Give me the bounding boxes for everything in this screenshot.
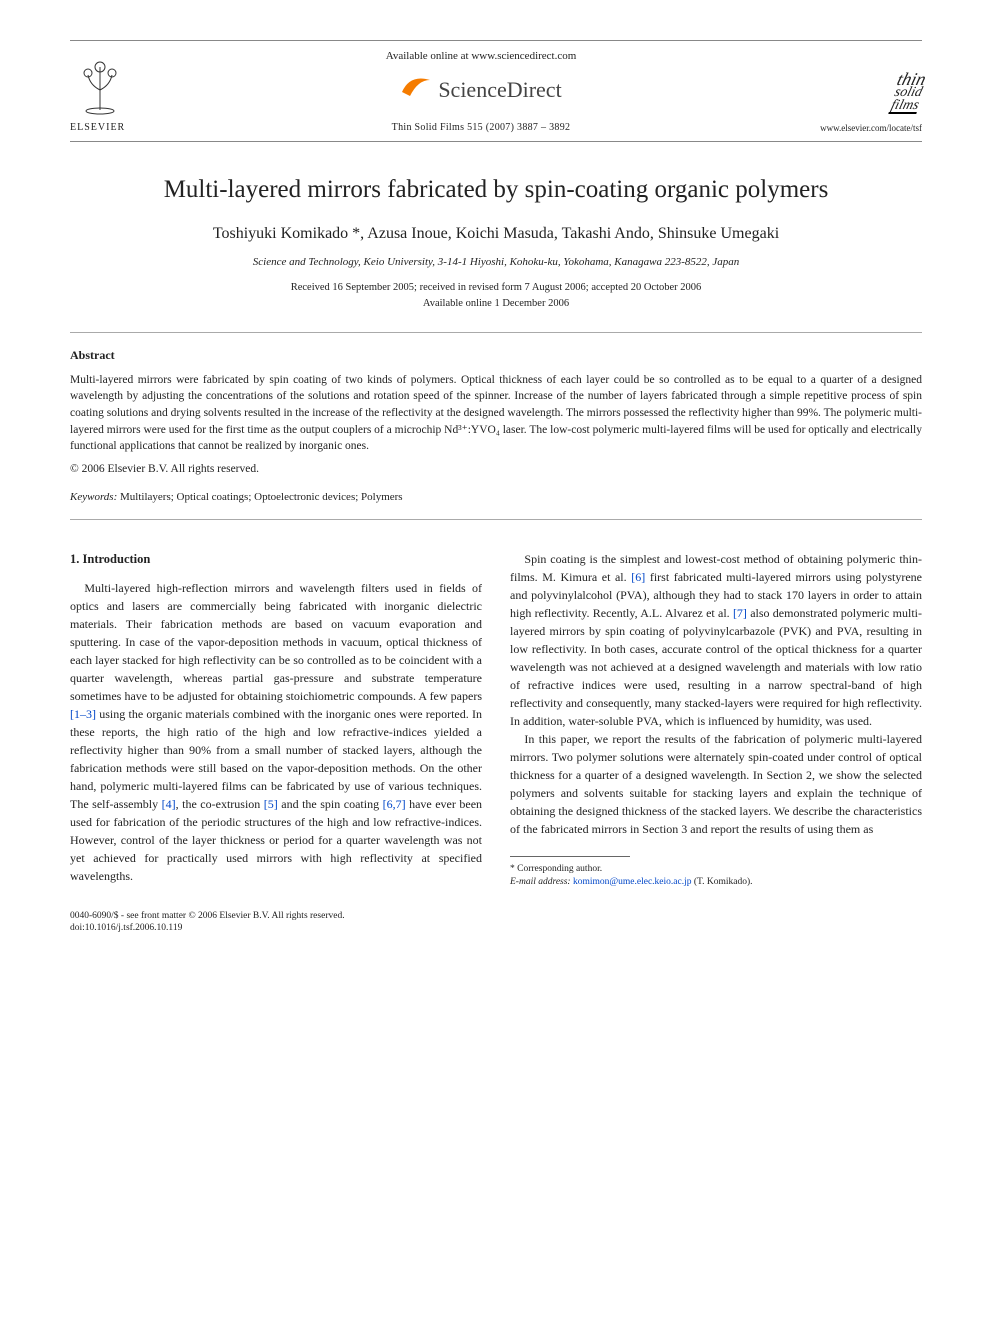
journal-logo-block: thin solid films www.elsevier.com/locate… — [802, 71, 922, 135]
keywords-list: Multilayers; Optical coatings; Optoelect… — [120, 491, 403, 503]
ref-link-4[interactable]: [4] — [162, 797, 176, 811]
abstract-copyright: © 2006 Elsevier B.V. All rights reserved… — [70, 461, 922, 478]
keywords-line: Keywords: Multilayers; Optical coatings;… — [70, 490, 922, 505]
header-center: Available online at www.sciencedirect.co… — [160, 49, 802, 135]
affiliation: Science and Technology, Keio University,… — [70, 255, 922, 270]
publisher-logo-block: ELSEVIER — [70, 55, 160, 135]
abstract-block: Multi-layered mirrors were fabricated by… — [70, 372, 922, 478]
footnote-separator — [510, 856, 630, 857]
email-label: E-mail address: — [510, 877, 571, 887]
p1b: using the organic materials combined wit… — [70, 707, 482, 811]
history-dates-1: Received 16 September 2005; received in … — [70, 281, 922, 296]
page-footer: 0040-6090/$ - see front matter © 2006 El… — [70, 910, 922, 935]
footnote-email-line: E-mail address: komimon@ume.elec.keio.ac… — [510, 876, 922, 889]
article-title: Multi-layered mirrors fabricated by spin… — [70, 172, 922, 207]
abstract-heading: Abstract — [70, 347, 922, 364]
elsevier-tree-icon — [70, 55, 160, 121]
p1d: and the spin coating — [278, 797, 383, 811]
ref-link-1-3[interactable]: [1–3] — [70, 707, 96, 721]
keywords-label: Keywords: — [70, 491, 117, 503]
ref-link-5[interactable]: [5] — [264, 797, 278, 811]
section-1-heading: 1. Introduction — [70, 550, 482, 569]
journal-citation: Thin Solid Films 515 (2007) 3887 – 3892 — [160, 121, 802, 135]
article-body: 1. Introduction Multi-layered high-refle… — [70, 550, 922, 890]
elsevier-label: ELSEVIER — [70, 121, 160, 135]
available-online-text: Available online at www.sciencedirect.co… — [160, 49, 802, 64]
authors-list: Toshiyuki Komikado *, Azusa Inoue, Koich… — [70, 223, 922, 245]
intro-para-3: In this paper, we report the results of … — [510, 730, 922, 838]
history-dates-2: Available online 1 December 2006 — [70, 297, 922, 312]
journal-url: www.elsevier.com/locate/tsf — [802, 122, 922, 135]
intro-para-2: Spin coating is the simplest and lowest-… — [510, 550, 922, 730]
p2c: also demonstrated polymeric multi-layere… — [510, 606, 922, 728]
ref-link-7[interactable]: [7] — [733, 606, 747, 620]
ref-link-6[interactable]: [6] — [631, 570, 645, 584]
p1c: , the co-extrusion — [176, 797, 264, 811]
p1a: Multi-layered high-reflection mirrors an… — [70, 581, 482, 703]
corresponding-author-footnote: * Corresponding author. E-mail address: … — [510, 863, 922, 890]
intro-para-1: Multi-layered high-reflection mirrors an… — [70, 579, 482, 885]
sd-swoosh-icon — [400, 70, 434, 110]
sciencedirect-logo: ScienceDirect — [400, 70, 561, 110]
p1cont: ever, control of the layer thickness or … — [70, 833, 482, 883]
abstract-text: Multi-layered mirrors were fabricated by… — [70, 372, 922, 455]
email-attribution: (T. Komikado). — [694, 877, 753, 887]
doi-line: doi:10.1016/j.tsf.2006.10.119 — [70, 922, 922, 934]
ref-link-6-7[interactable]: [6,7] — [383, 797, 406, 811]
footnote-marker: * Corresponding author. — [510, 863, 922, 876]
front-matter-line: 0040-6090/$ - see front matter © 2006 El… — [70, 910, 922, 922]
divider — [70, 332, 922, 333]
journal-logo: thin solid films — [888, 71, 928, 114]
email-link[interactable]: komimon@ume.elec.keio.ac.jp — [573, 877, 692, 887]
journal-header: ELSEVIER Available online at www.science… — [70, 40, 922, 142]
divider-2 — [70, 519, 922, 520]
journal-name-line3: films — [889, 100, 920, 113]
sd-brand-text: ScienceDirect — [438, 75, 561, 106]
